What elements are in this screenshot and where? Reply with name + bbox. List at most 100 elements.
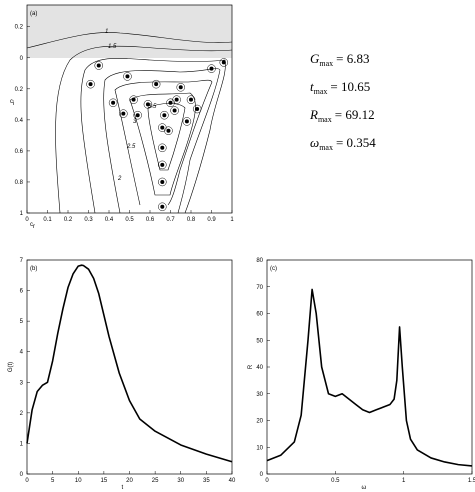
eigenvalue-ring: [186, 95, 196, 104]
eigenvalue: [160, 162, 165, 167]
x-tick-label: 1.5: [468, 478, 475, 484]
axis-label-text: t: [122, 485, 124, 491]
panel-label: (c): [270, 266, 277, 272]
eigenvalue-ring: [119, 109, 128, 118]
curve: [266, 288, 473, 467]
x-tick-label: 0: [265, 478, 269, 484]
panel-label: (a): [30, 11, 37, 17]
x-tick-label: 0.9: [207, 217, 216, 223]
contour: [129, 92, 196, 196]
y-tick-label: 0: [20, 472, 24, 478]
axis-label-text: G(t): [8, 362, 14, 372]
y-tick-label: 5: [20, 319, 24, 325]
x-tick-label: 40: [229, 478, 236, 484]
y-tick-label: 50: [256, 338, 263, 344]
axis-label-text: R: [248, 364, 254, 369]
stat-text: = 6.83: [336, 51, 369, 66]
y-tick-label: 1: [20, 211, 24, 217]
eigenvalue-ring: [158, 143, 167, 153]
y-tick-label: 40: [256, 365, 263, 371]
eigenvalue: [195, 107, 200, 111]
x-tick-label: 0: [25, 217, 29, 223]
eigenvalue-ring: [94, 61, 103, 70]
eigenvalue-ring: [123, 72, 132, 81]
eigenvalue: [145, 102, 150, 107]
x-tick-label: 0.2: [64, 217, 73, 223]
eigenvalue: [160, 145, 165, 150]
y-tick-label: 0.4: [15, 118, 24, 124]
y-tick-label: 0: [260, 472, 264, 478]
axis-label: G(t): [8, 362, 14, 372]
eigenvalue-ring: [172, 95, 181, 104]
eigenvalue-ring: [151, 79, 161, 89]
stat-text: = 69.12: [335, 107, 375, 122]
eigenvalue: [162, 113, 167, 118]
eigenvalue: [96, 63, 101, 68]
x-tick-label: 25: [152, 478, 159, 484]
x-tick-label: 1: [230, 217, 234, 223]
eigenvalue: [121, 111, 126, 116]
unstable-region: [27, 5, 232, 58]
contour-label: 3.5: [148, 104, 157, 110]
stat: Gmax = 6.83: [310, 51, 370, 68]
eigenvalue-ring: [158, 202, 167, 212]
contour: [55, 45, 233, 214]
eigenvalue: [88, 82, 93, 87]
axis-label-sub: r: [33, 224, 35, 230]
axis-label: R: [248, 364, 254, 369]
eigenvalue-ring: [160, 110, 169, 120]
y-tick-label: 7: [20, 258, 24, 264]
eigenvalue-ring: [164, 126, 173, 135]
eigenvalue-ring: [176, 83, 185, 92]
x-tick-label: 0: [25, 478, 29, 484]
contour: [80, 58, 226, 214]
x-tick-label: 1: [402, 478, 406, 484]
contour-label: 2.5: [126, 144, 136, 150]
contour-label: 1.5: [108, 44, 117, 50]
y-tick-label: 70: [256, 285, 263, 291]
stat: ωmax = 0.354: [310, 135, 376, 152]
axis-label: ω: [362, 485, 367, 491]
axis-label: cr: [30, 222, 35, 230]
x-tick-label: 0.5: [125, 217, 134, 223]
eigenvalue-ring: [86, 79, 95, 89]
stat-text: = 0.354: [336, 135, 376, 150]
axis-label-text: c: [30, 222, 33, 228]
contour-label: 1: [105, 29, 108, 35]
eigenvalue-ring: [158, 160, 167, 170]
y-tick-label: 1: [20, 441, 24, 447]
x-tick-label: 0.4: [105, 217, 114, 223]
stat-symbol: R: [309, 107, 318, 122]
contour: [26, 32, 233, 49]
stat-symbol: G: [310, 51, 320, 66]
axis-label: ci: [10, 99, 14, 107]
axis-label: t: [122, 485, 124, 491]
eigenvalue: [135, 113, 140, 118]
eigenvalue-ring: [170, 106, 179, 115]
contour: [103, 68, 221, 214]
y-tick-label: 80: [256, 258, 263, 264]
eigenvalue: [154, 82, 159, 87]
stat: Rmax = 69.12: [309, 107, 375, 124]
stat-sub: max: [319, 59, 333, 68]
x-tick-label: 0.8: [187, 217, 196, 223]
eigenvalue-ring: [143, 100, 153, 109]
x-tick-label: 35: [203, 478, 210, 484]
x-tick-label: 20: [126, 478, 133, 484]
eigenvalue: [160, 204, 165, 209]
x-tick-label: 0.7: [166, 217, 175, 223]
eigenvalue: [160, 125, 165, 130]
y-tick-label: 30: [256, 392, 263, 398]
eigenvalue-ring: [108, 98, 118, 108]
eigenvalue: [174, 97, 179, 102]
stat-sub: max: [319, 143, 333, 152]
x-tick-label: 0.6: [146, 217, 155, 223]
stat-symbol: ω: [310, 135, 319, 150]
x-tick-label: 10: [75, 478, 82, 484]
y-tick-label: 0.8: [15, 180, 24, 186]
eigenvalue-ring: [207, 64, 216, 73]
y-tick-label: 4: [20, 350, 24, 356]
eigenvalue-ring: [182, 117, 192, 126]
